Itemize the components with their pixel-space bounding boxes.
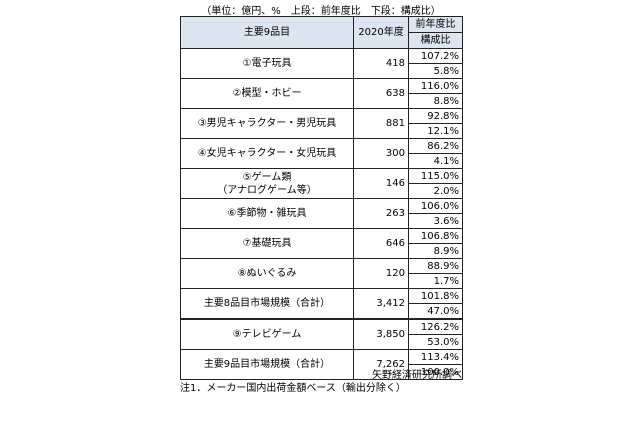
item-yoy: 92.8% — [408, 108, 463, 124]
item-value: 3,412 — [353, 288, 409, 320]
item-name: ⑦基礎玩具 — [180, 228, 354, 259]
header-year: 2020年度 — [353, 16, 409, 49]
table-row-sub: 100.0% — [181, 364, 463, 380]
table-row: 主要9品目市場規模（合計） 7,262 113.4% — [180, 349, 463, 380]
item-value: 300 — [353, 138, 409, 169]
item-name: ⑨テレビゲーム — [180, 318, 354, 350]
item-name-line: ②模型・ホビー — [232, 88, 302, 99]
item-name-line: 主要9品目市場規模（合計） — [203, 359, 331, 370]
item-share: 8.9% — [408, 243, 463, 259]
item-share: 8.8% — [408, 93, 463, 109]
item-value: 7,262 — [353, 349, 409, 380]
item-yoy: 116.0% — [408, 78, 463, 94]
item-share: 4.1% — [408, 153, 463, 169]
item-name: ③男児キャラクター・男児玩具 — [180, 108, 354, 139]
table-row: ⑥季節物・雑玩具 263 106.0% — [180, 198, 463, 229]
item-value: 3,850 — [353, 318, 409, 350]
header-item: 主要9品目 — [180, 16, 354, 49]
item-name-subline: （アナログゲーム等） — [217, 184, 317, 196]
item-name-line: ⑧ぬいぐるみ — [237, 268, 297, 279]
item-name-line: ⑤ゲーム類 — [242, 171, 292, 183]
item-name: ①電子玩具 — [180, 48, 354, 79]
table-row: ④女児キャラクター・女児玩具 300 86.2% — [180, 138, 463, 169]
item-yoy: 106.8% — [408, 228, 463, 244]
item-name-line: 主要8品目市場規模（合計） — [203, 298, 331, 309]
item-name-line: ⑥季節物・雑玩具 — [227, 208, 307, 219]
item-share: 5.8% — [408, 63, 463, 79]
item-yoy: 86.2% — [408, 138, 463, 154]
table-row: ③男児キャラクター・男児玩具 881 92.8% — [180, 108, 463, 139]
source-note: 矢野経済研究所調べ — [372, 370, 462, 381]
item-name-line: ③男児キャラクター・男児玩具 — [197, 118, 337, 129]
item-share: 3.6% — [408, 213, 463, 229]
table-row: ⑤ゲーム類 （アナログゲーム等） 146 115.0% — [180, 168, 463, 199]
item-name: 主要8品目市場規模（合計） — [180, 288, 354, 320]
item-name: ④女児キャラクター・女児玩具 — [180, 138, 354, 169]
item-yoy: 106.0% — [408, 198, 463, 214]
header-yoy: 前年度比 — [408, 16, 463, 33]
item-share: 53.0% — [408, 334, 463, 350]
table-row: 主要8品目市場規模（合計） 3,412 101.8% — [180, 288, 463, 320]
item-name: ⑧ぬいぐるみ — [180, 258, 354, 289]
item-name: ②模型・ホビー — [180, 78, 354, 109]
item-share: 1.7% — [408, 273, 463, 289]
item-value: 881 — [353, 108, 409, 139]
item-name-line: ⑨テレビゲーム — [232, 329, 302, 340]
item-name: ⑥季節物・雑玩具 — [180, 198, 354, 229]
item-yoy: 126.2% — [408, 318, 463, 335]
item-yoy: 115.0% — [408, 168, 463, 184]
item-value: 646 — [353, 228, 409, 259]
item-yoy: 113.4% — [408, 349, 463, 365]
item-share: 100.0% — [408, 364, 463, 380]
item-value: 120 — [353, 258, 409, 289]
market-table: 主要9品目 2020年度 前年度比 構成比 ①電子玩具 418 107.2% 5.8%… — [180, 16, 463, 380]
item-name: 主要9品目市場規模（合計） — [180, 349, 354, 380]
header-share: 構成比 — [408, 32, 463, 49]
item-value: 418 — [353, 48, 409, 79]
unit-note: （単位：億円、% 上段：前年度比 下段：構成比） — [201, 6, 441, 17]
table-row: ①電子玩具 418 107.2% — [180, 48, 463, 79]
table-body: ①電子玩具 418 107.2% 5.8% ②模型・ホビー 638 116.0% 8.8% ③男… — [180, 48, 463, 380]
item-share: 2.0% — [408, 183, 463, 199]
item-name-line: ④女児キャラクター・女児玩具 — [197, 148, 337, 159]
table-row: ②模型・ホビー 638 116.0% — [180, 78, 463, 109]
table-row: ⑧ぬいぐるみ 120 88.9% — [180, 258, 463, 289]
table-row: ⑨テレビゲーム 3,850 126.2% — [180, 318, 463, 350]
item-share: 12.1% — [408, 123, 463, 139]
item-value: 638 — [353, 78, 409, 109]
item-value: 146 — [353, 168, 409, 199]
item-share: 47.0% — [408, 303, 463, 320]
item-yoy: 88.9% — [408, 258, 463, 274]
item-name-line: ⑦基礎玩具 — [242, 238, 292, 249]
footnote: 注1．メーカー国内出荷金額ベース（輸出分除く） — [180, 383, 406, 394]
item-name: ⑤ゲーム類 （アナログゲーム等） — [180, 168, 354, 199]
item-value: 263 — [353, 198, 409, 229]
item-yoy: 101.8% — [408, 288, 463, 304]
item-yoy: 107.2% — [408, 48, 463, 64]
item-name-line: ①電子玩具 — [242, 58, 292, 69]
table-row: ⑦基礎玩具 646 106.8% — [180, 228, 463, 259]
